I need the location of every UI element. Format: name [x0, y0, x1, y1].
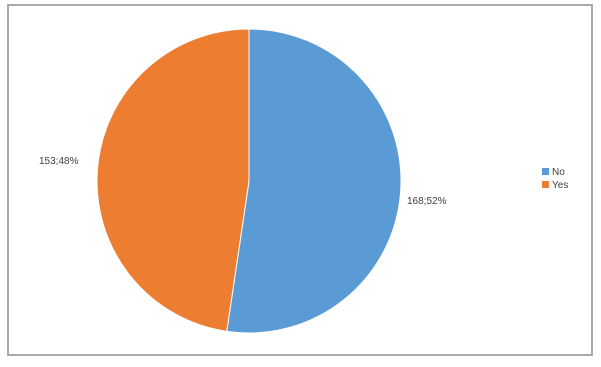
- pie-slice-no: [226, 28, 402, 334]
- chart-frame: 168;52% 153;48% No Yes: [7, 4, 593, 356]
- data-label-no: 168;52%: [407, 196, 447, 207]
- legend-label-yes: Yes: [552, 180, 568, 191]
- legend: No Yes: [542, 167, 568, 191]
- data-labels: 168;52% 153;48%: [39, 156, 447, 207]
- legend-swatch-no: [542, 168, 549, 175]
- data-label-yes: 153;48%: [39, 156, 79, 167]
- pie-slice-yes: [96, 28, 250, 332]
- legend-swatch-yes: [542, 181, 549, 188]
- pie-chart: 168;52% 153;48% No Yes: [39, 28, 568, 334]
- pie-slices: [96, 28, 402, 334]
- legend-label-no: No: [552, 167, 565, 178]
